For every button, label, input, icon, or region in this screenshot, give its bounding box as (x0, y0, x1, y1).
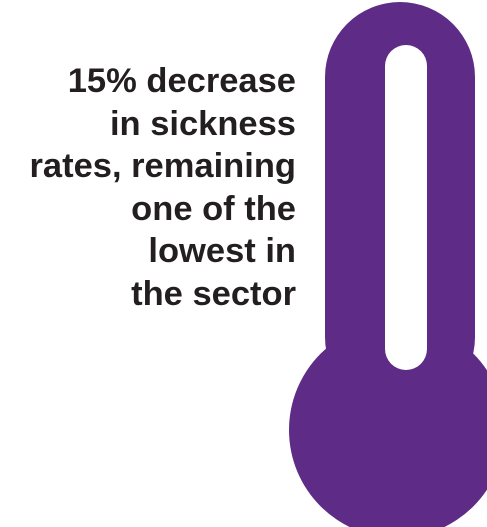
statement-line-6: the sector (131, 274, 296, 313)
statement-line-4: one of the (131, 189, 296, 228)
statement-text: 15% decrease in sickness rates, remainin… (0, 60, 296, 315)
thermometer-tube (385, 45, 427, 370)
statement-line-2: in sickness (109, 104, 296, 143)
statement-line-1: 15% decrease (67, 62, 296, 100)
statement-line-3: rates, remaining (29, 147, 296, 185)
statement-line-5: lowest in (148, 232, 296, 270)
thermometer-bulb (289, 322, 487, 527)
